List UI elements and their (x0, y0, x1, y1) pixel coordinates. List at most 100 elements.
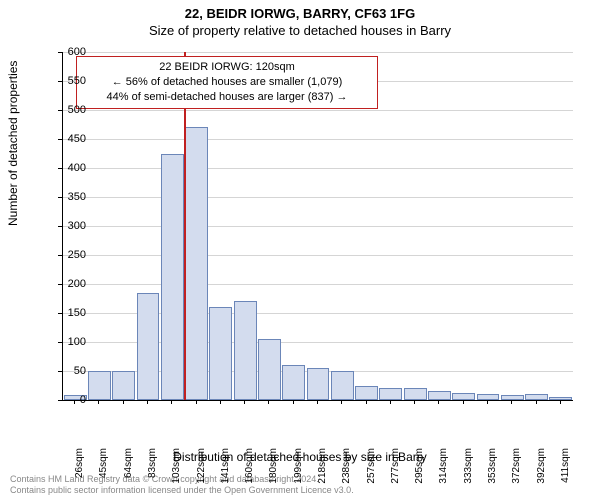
y-tick-label: 150 (46, 307, 86, 319)
x-tick-label: 83sqm (147, 448, 158, 492)
callout-box: 22 BEIDR IORWG: 120sqm ← 56% of detached… (76, 56, 378, 109)
x-tick-mark (560, 400, 561, 404)
y-tick-label: 300 (46, 220, 86, 232)
y-tick-label: 550 (46, 75, 86, 87)
x-tick-mark (293, 400, 294, 404)
bar (525, 394, 548, 400)
y-tick-mark (58, 81, 62, 82)
gridline (63, 52, 573, 53)
bar (185, 127, 208, 400)
x-tick-mark (244, 400, 245, 404)
y-tick-mark (58, 371, 62, 372)
x-tick-label: 141sqm (220, 448, 231, 492)
x-tick-label: 64sqm (123, 448, 134, 492)
x-tick-label: 218sqm (317, 448, 328, 492)
y-tick-mark (58, 139, 62, 140)
x-tick-label: 277sqm (390, 448, 401, 492)
x-tick-mark (268, 400, 269, 404)
bar (209, 307, 232, 400)
y-tick-label: 350 (46, 191, 86, 203)
y-tick-label: 250 (46, 249, 86, 261)
bar (379, 388, 402, 400)
x-tick-label: 122sqm (196, 448, 207, 492)
x-tick-label: 45sqm (98, 448, 109, 492)
bar (307, 368, 330, 400)
x-tick-label: 257sqm (366, 448, 377, 492)
y-tick-mark (58, 284, 62, 285)
y-tick-mark (58, 342, 62, 343)
callout-line2: ← 56% of detached houses are smaller (1,… (83, 75, 371, 90)
bar (428, 391, 451, 400)
bar (88, 371, 111, 400)
x-tick-mark (123, 400, 124, 404)
gridline (63, 284, 573, 285)
y-tick-mark (58, 168, 62, 169)
gridline (63, 139, 573, 140)
x-tick-mark (366, 400, 367, 404)
y-tick-label: 50 (46, 365, 86, 377)
x-tick-label: 180sqm (268, 448, 279, 492)
bar (549, 397, 572, 400)
bar (112, 371, 135, 400)
bar (161, 154, 184, 401)
chart-title-sub: Size of property relative to detached ho… (0, 21, 600, 38)
x-tick-label: 160sqm (244, 448, 255, 492)
x-tick-mark (414, 400, 415, 404)
x-tick-label: 199sqm (293, 448, 304, 492)
x-tick-mark (317, 400, 318, 404)
x-tick-mark (511, 400, 512, 404)
x-tick-mark (147, 400, 148, 404)
gridline (63, 255, 573, 256)
x-tick-mark (171, 400, 172, 404)
y-tick-mark (58, 52, 62, 53)
y-tick-mark (58, 400, 62, 401)
x-tick-label: 353sqm (487, 448, 498, 492)
bar (137, 293, 160, 400)
y-tick-label: 100 (46, 336, 86, 348)
x-tick-mark (438, 400, 439, 404)
y-tick-mark (58, 197, 62, 198)
x-tick-label: 295sqm (414, 448, 425, 492)
y-tick-mark (58, 226, 62, 227)
x-tick-mark (341, 400, 342, 404)
callout-line1: 22 BEIDR IORWG: 120sqm (83, 60, 371, 75)
bar (404, 388, 427, 400)
x-tick-mark (487, 400, 488, 404)
x-tick-label: 333sqm (463, 448, 474, 492)
bar (282, 365, 305, 400)
gridline (63, 226, 573, 227)
x-tick-mark (74, 400, 75, 404)
x-tick-label: 372sqm (511, 448, 522, 492)
y-tick-mark (58, 110, 62, 111)
y-tick-label: 450 (46, 133, 86, 145)
y-tick-label: 400 (46, 162, 86, 174)
callout-line3: 44% of semi-detached houses are larger (… (83, 90, 371, 105)
bar (355, 386, 378, 401)
y-tick-label: 0 (46, 394, 86, 406)
y-tick-mark (58, 313, 62, 314)
y-tick-label: 500 (46, 104, 86, 116)
chart-title-main: 22, BEIDR IORWG, BARRY, CF63 1FG (0, 0, 600, 21)
y-tick-label: 200 (46, 278, 86, 290)
bar (452, 393, 475, 400)
x-tick-mark (536, 400, 537, 404)
x-tick-label: 411sqm (560, 448, 571, 492)
gridline (63, 197, 573, 198)
bar (234, 301, 257, 400)
x-tick-mark (390, 400, 391, 404)
y-tick-mark (58, 255, 62, 256)
gridline (63, 110, 573, 111)
y-tick-label: 600 (46, 46, 86, 58)
x-tick-label: 314sqm (438, 448, 449, 492)
x-tick-label: 103sqm (171, 448, 182, 492)
x-tick-label: 392sqm (536, 448, 547, 492)
gridline (63, 168, 573, 169)
x-tick-label: 26sqm (74, 448, 85, 492)
bar (331, 371, 354, 400)
x-tick-mark (220, 400, 221, 404)
y-axis-label: Number of detached properties (6, 61, 20, 226)
x-tick-mark (196, 400, 197, 404)
bar (258, 339, 281, 400)
x-tick-label: 238sqm (341, 448, 352, 492)
x-tick-mark (98, 400, 99, 404)
